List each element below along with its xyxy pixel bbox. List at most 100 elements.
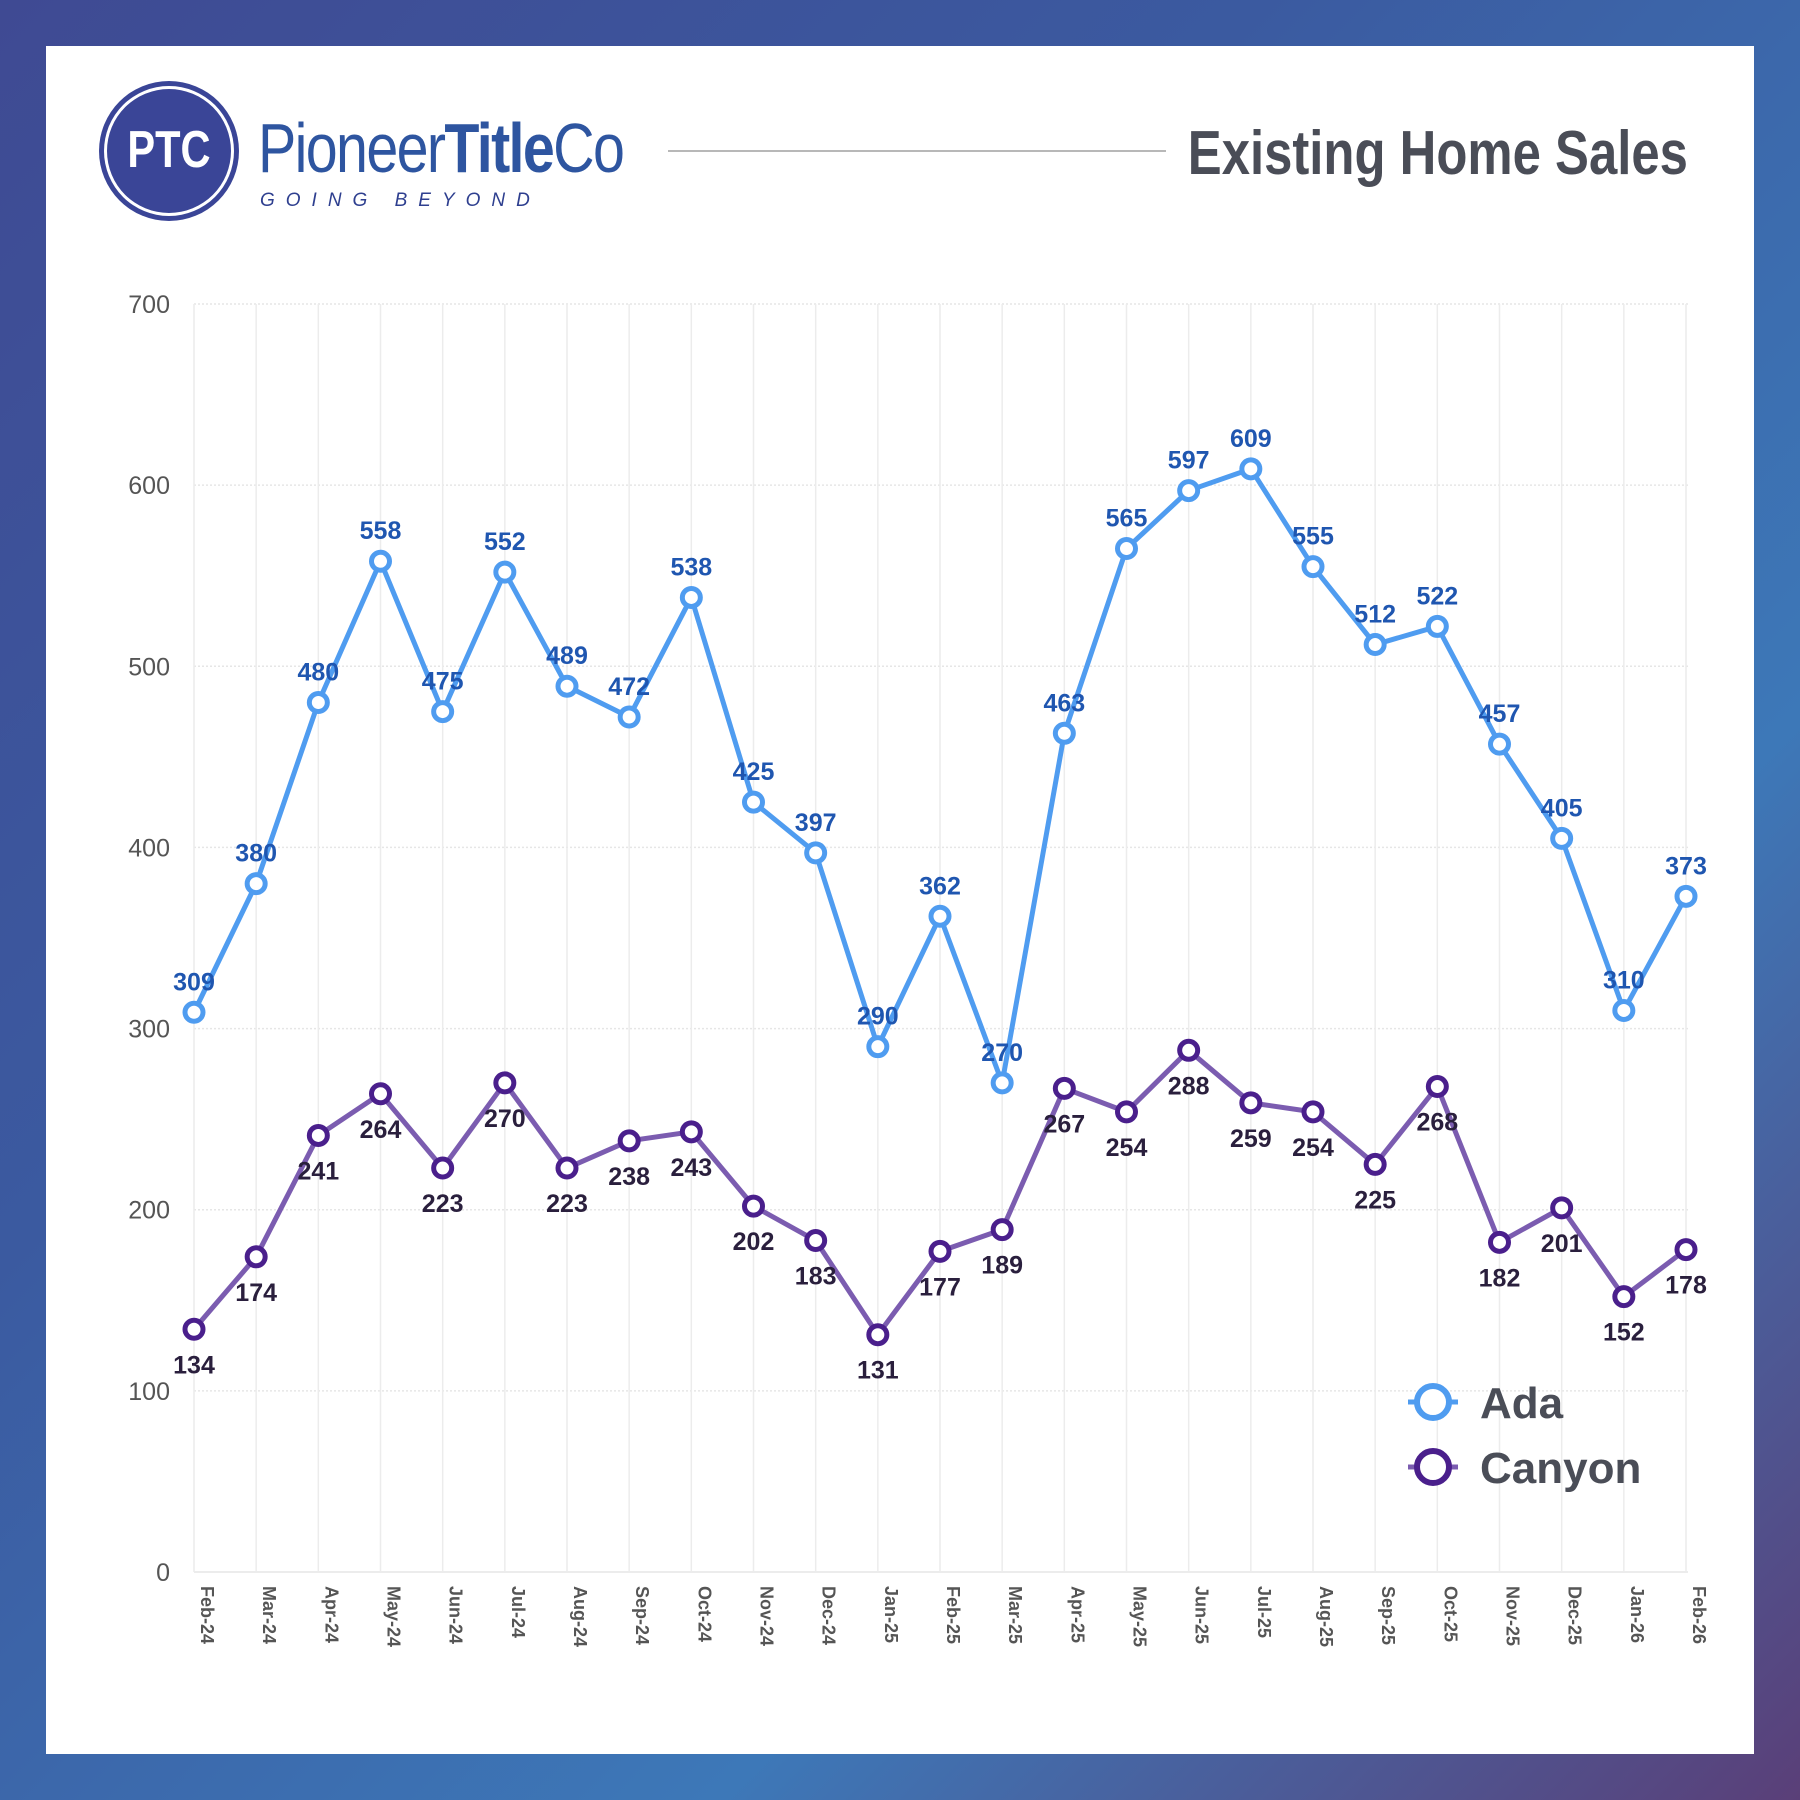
- data-point-ada: [493, 560, 517, 584]
- data-point-canyon: [1425, 1075, 1449, 1099]
- x-tick-label: Sep-24: [632, 1586, 652, 1645]
- data-label-canyon: 177: [919, 1273, 961, 1301]
- data-label-canyon: 270: [484, 1105, 526, 1133]
- y-tick-label: 700: [128, 291, 170, 319]
- x-tick-label: Mar-25: [1005, 1586, 1025, 1644]
- y-tick-label: 600: [128, 472, 170, 500]
- data-point-canyon: [990, 1218, 1014, 1242]
- data-point-ada: [928, 904, 952, 928]
- data-point-canyon: [1612, 1285, 1636, 1309]
- data-label-canyon: 178: [1665, 1272, 1707, 1300]
- data-point-ada: [1674, 884, 1698, 908]
- legend-marker-ada: [1414, 1383, 1452, 1421]
- data-label-canyon: 288: [1168, 1072, 1210, 1100]
- x-tick-label: Jul-24: [508, 1586, 528, 1638]
- x-tick-label: Jul-25: [1254, 1586, 1274, 1638]
- brand-suffix: Co: [553, 109, 625, 187]
- data-point-canyon: [493, 1071, 517, 1095]
- data-label-canyon: 225: [1354, 1186, 1396, 1214]
- y-tick-label: 100: [128, 1378, 170, 1406]
- data-label-canyon: 134: [173, 1351, 215, 1379]
- data-label-ada: 310: [1603, 966, 1645, 994]
- data-label-canyon: 264: [360, 1116, 402, 1144]
- data-label-canyon: 223: [422, 1190, 464, 1218]
- data-point-ada: [1052, 721, 1076, 745]
- data-point-canyon: [1674, 1238, 1698, 1262]
- legend-marker-canyon: [1414, 1448, 1452, 1486]
- data-label-ada: 373: [1665, 852, 1707, 880]
- data-point-ada: [1363, 633, 1387, 657]
- x-tick-label: Mar-24: [259, 1586, 279, 1644]
- data-point-canyon: [1177, 1038, 1201, 1062]
- y-tick-label: 500: [128, 653, 170, 681]
- data-point-canyon: [431, 1156, 455, 1180]
- data-label-canyon: 202: [733, 1228, 775, 1256]
- data-point-canyon: [1115, 1100, 1138, 1124]
- x-tick-label: Feb-26: [1689, 1586, 1709, 1644]
- data-label-ada: 380: [235, 840, 277, 868]
- data-label-canyon: 241: [297, 1157, 339, 1185]
- x-tick-label: Apr-24: [321, 1586, 341, 1643]
- data-label-ada: 270: [981, 1039, 1023, 1067]
- data-point-canyon: [244, 1245, 268, 1269]
- x-tick-label: Jan-25: [881, 1586, 901, 1643]
- data-point-ada: [244, 872, 268, 896]
- data-label-canyon: 223: [546, 1190, 588, 1218]
- x-tick-label: Aug-24: [570, 1586, 590, 1647]
- data-point-ada: [369, 549, 392, 573]
- y-tick-label: 200: [128, 1197, 170, 1225]
- data-point-canyon: [928, 1239, 952, 1263]
- data-point-ada: [617, 705, 641, 729]
- data-label-canyon: 189: [981, 1252, 1023, 1280]
- data-label-ada: 489: [546, 642, 588, 670]
- data-point-ada: [182, 1000, 206, 1024]
- data-label-canyon: 268: [1416, 1109, 1458, 1137]
- x-tick-label: Dec-25: [1565, 1586, 1585, 1645]
- data-point-ada: [1612, 998, 1636, 1022]
- data-point-ada: [306, 691, 330, 715]
- data-point-ada: [679, 585, 703, 609]
- data-label-ada: 475: [422, 668, 464, 696]
- data-point-ada: [1115, 537, 1138, 561]
- data-point-ada: [866, 1035, 890, 1059]
- data-point-ada: [1239, 457, 1263, 481]
- data-point-canyon: [1488, 1230, 1511, 1254]
- data-label-ada: 425: [733, 758, 775, 786]
- x-tick-label: Aug-25: [1316, 1586, 1336, 1647]
- data-label-ada: 512: [1354, 601, 1396, 629]
- data-label-ada: 538: [670, 553, 712, 581]
- data-label-canyon: 152: [1603, 1319, 1645, 1347]
- data-label-ada: 522: [1416, 582, 1458, 610]
- data-point-canyon: [182, 1317, 206, 1341]
- data-point-canyon: [617, 1129, 641, 1153]
- x-tick-label: Nov-24: [757, 1586, 777, 1646]
- data-label-ada: 558: [360, 517, 402, 545]
- data-label-ada: 480: [297, 659, 339, 687]
- legend-label-ada: Ada: [1480, 1379, 1564, 1428]
- data-point-ada: [431, 700, 455, 724]
- data-label-ada: 565: [1106, 505, 1148, 533]
- data-label-ada: 290: [857, 1003, 899, 1031]
- data-point-ada: [990, 1071, 1014, 1095]
- y-tick-label: 400: [128, 834, 170, 862]
- data-label-ada: 457: [1479, 700, 1521, 728]
- x-tick-label: Feb-24: [197, 1586, 217, 1644]
- data-point-ada: [555, 674, 579, 698]
- x-tick-label: Jun-25: [1192, 1586, 1212, 1644]
- x-tick-label: Jan-26: [1627, 1586, 1647, 1643]
- brand-regular: Pioneer: [258, 109, 446, 187]
- data-label-canyon: 254: [1292, 1134, 1334, 1162]
- logo-mark: PTC: [127, 121, 211, 179]
- data-point-canyon: [679, 1120, 703, 1144]
- y-tick-label: 0: [156, 1559, 170, 1587]
- data-point-ada: [742, 790, 765, 814]
- data-label-ada: 609: [1230, 425, 1272, 453]
- data-label-ada: 405: [1541, 794, 1583, 822]
- data-label-ada: 597: [1168, 447, 1210, 475]
- brand-name: PioneerTitleCo: [258, 108, 625, 188]
- data-point-ada: [1488, 732, 1511, 756]
- data-label-canyon: 131: [857, 1357, 899, 1385]
- data-label-ada: 309: [173, 968, 215, 996]
- data-label-canyon: 238: [608, 1163, 650, 1191]
- data-label-canyon: 183: [795, 1263, 837, 1291]
